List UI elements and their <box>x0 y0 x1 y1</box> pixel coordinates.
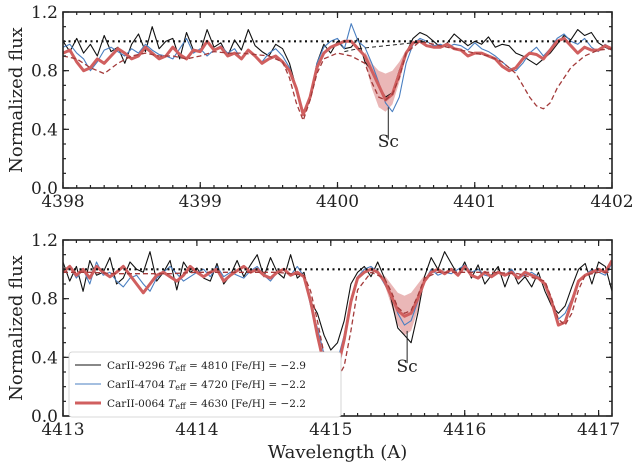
y-tick-label: 0.0 <box>31 407 58 427</box>
sc-annotation-label: Sc <box>397 357 418 377</box>
x-tick-label: 4402 <box>590 192 633 212</box>
y-tick-label: 1.2 <box>31 231 58 251</box>
series-line-synthesis <box>63 271 612 379</box>
y-axis-label: Normalized flux <box>6 27 27 173</box>
y-tick-label: 1.2 <box>31 3 58 23</box>
series-line-carii-0064 <box>63 36 612 117</box>
series-line-no-sc <box>344 40 427 53</box>
x-tick-label: 4416 <box>443 420 486 440</box>
sc-annotation-label: Sc <box>378 132 399 152</box>
bottom-panel: Sc 4413 4414 4415 4416 4417 0.0 0.4 0.8 1.2Normal… <box>6 231 620 463</box>
sc-abundance-band <box>384 275 425 336</box>
legend-entry-label: CarII-4704 Teff = 4720 [Fe/H] = −2.2 <box>107 379 306 392</box>
x-tick-label: 4413 <box>41 420 84 440</box>
x-tick-label: 4400 <box>316 192 359 212</box>
x-tick-label: 4401 <box>453 192 496 212</box>
x-tick-label: 4417 <box>577 420 620 440</box>
y-axis-label: Normalized flux <box>6 255 27 401</box>
x-tick-label: 4398 <box>41 192 84 212</box>
sc-abundance-band <box>364 50 407 112</box>
y-tick-label: 0.4 <box>31 120 58 140</box>
legend: CarII-9296 Teff = 4810 [Fe/H] = −2.9 CarI… <box>68 351 342 418</box>
x-axis-label: Wavelength (A) <box>268 442 408 463</box>
x-tick-label: 4415 <box>309 420 352 440</box>
x-tick-label: 4399 <box>179 192 222 212</box>
series-line-carii-9296 <box>63 26 612 113</box>
y-tick-label: 0.0 <box>31 179 58 199</box>
series-line-carii-4704 <box>63 23 612 116</box>
legend-entry-label: CarII-9296 Teff = 4810 [Fe/H] = −2.9 <box>107 360 306 373</box>
legend-entry-label: CarII-0064 Teff = 4630 [Fe/H] = −2.2 <box>107 398 306 411</box>
x-tick-label: 4414 <box>175 420 218 440</box>
y-tick-label: 0.8 <box>31 290 58 310</box>
legend-box <box>68 351 342 418</box>
top-panel: Sc 4398 4399 4400 4401 4402 0.0 0.4 0.8 1.2Normal… <box>6 3 634 212</box>
y-tick-label: 0.4 <box>31 348 58 368</box>
series-line-synthesis <box>63 40 612 122</box>
series-line-carii-9296 <box>63 251 612 351</box>
plot-area <box>63 23 612 122</box>
y-tick-label: 0.8 <box>31 62 58 82</box>
